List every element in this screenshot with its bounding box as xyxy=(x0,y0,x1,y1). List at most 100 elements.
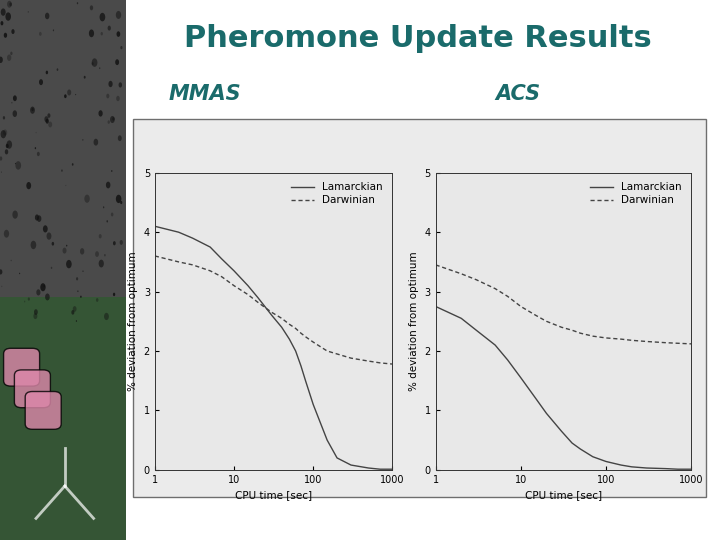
Ellipse shape xyxy=(15,161,21,170)
Line: Darwinian: Darwinian xyxy=(155,256,392,364)
Darwinian xyxy=(503,293,512,300)
Ellipse shape xyxy=(111,170,112,172)
Ellipse shape xyxy=(107,120,110,124)
Ellipse shape xyxy=(64,94,67,98)
Ellipse shape xyxy=(0,57,3,63)
Lamarckian xyxy=(243,282,252,289)
Ellipse shape xyxy=(6,144,9,148)
X-axis label: CPU time [sec]: CPU time [sec] xyxy=(235,490,312,500)
Ellipse shape xyxy=(73,306,76,312)
Ellipse shape xyxy=(80,295,81,298)
Darwinian xyxy=(674,340,683,347)
Ellipse shape xyxy=(57,68,58,71)
Ellipse shape xyxy=(34,309,37,315)
Text: Pheromone Update Results: Pheromone Update Results xyxy=(184,24,652,53)
Ellipse shape xyxy=(4,230,9,238)
Ellipse shape xyxy=(12,29,14,34)
Ellipse shape xyxy=(31,241,36,249)
Ellipse shape xyxy=(12,110,17,117)
Ellipse shape xyxy=(10,52,12,55)
Darwinian xyxy=(588,333,597,339)
Darwinian xyxy=(542,318,551,325)
Ellipse shape xyxy=(11,260,12,261)
Lamarckian xyxy=(188,235,197,241)
Ellipse shape xyxy=(9,2,12,6)
Ellipse shape xyxy=(45,71,48,75)
Ellipse shape xyxy=(120,240,123,245)
Ellipse shape xyxy=(39,79,43,85)
Lamarckian xyxy=(323,437,331,443)
Ellipse shape xyxy=(116,195,122,203)
Lamarckian xyxy=(588,454,597,460)
Lamarckian xyxy=(503,356,512,363)
Ellipse shape xyxy=(83,271,84,272)
Ellipse shape xyxy=(1,9,6,16)
Lamarckian xyxy=(576,446,585,453)
Darwinian xyxy=(206,267,215,274)
Ellipse shape xyxy=(32,107,34,111)
Ellipse shape xyxy=(28,11,29,12)
Darwinian xyxy=(309,339,318,346)
Ellipse shape xyxy=(107,93,109,98)
Darwinian xyxy=(333,351,341,357)
Bar xyxy=(0,297,126,540)
Darwinian xyxy=(516,303,525,309)
Darwinian xyxy=(253,299,262,306)
Ellipse shape xyxy=(117,31,120,37)
Ellipse shape xyxy=(15,163,16,164)
Darwinian xyxy=(627,337,636,343)
Ellipse shape xyxy=(7,1,12,8)
Ellipse shape xyxy=(84,76,86,79)
X-axis label: CPU time [sec]: CPU time [sec] xyxy=(525,490,602,500)
Darwinian xyxy=(687,341,696,347)
Ellipse shape xyxy=(30,106,35,114)
FancyBboxPatch shape xyxy=(4,348,40,386)
Ellipse shape xyxy=(1,130,6,138)
Lamarckian xyxy=(568,440,577,446)
FancyBboxPatch shape xyxy=(14,370,50,408)
Darwinian xyxy=(174,259,183,265)
Ellipse shape xyxy=(24,301,25,302)
Ellipse shape xyxy=(6,12,11,21)
Ellipse shape xyxy=(115,59,119,65)
Ellipse shape xyxy=(1,286,2,287)
Ellipse shape xyxy=(99,234,102,239)
Ellipse shape xyxy=(37,215,41,222)
Ellipse shape xyxy=(104,313,109,320)
Ellipse shape xyxy=(43,225,48,233)
Ellipse shape xyxy=(89,30,94,37)
Ellipse shape xyxy=(13,96,17,101)
Ellipse shape xyxy=(52,242,54,246)
Lamarckian xyxy=(687,466,696,472)
Lamarckian xyxy=(642,465,651,471)
Ellipse shape xyxy=(95,251,99,257)
Lamarckian xyxy=(206,244,215,250)
Ellipse shape xyxy=(36,289,40,295)
Ellipse shape xyxy=(99,68,100,69)
Darwinian xyxy=(243,291,252,298)
Darwinian xyxy=(431,261,440,268)
Darwinian xyxy=(457,271,466,277)
Y-axis label: % deviation from optimum: % deviation from optimum xyxy=(409,252,419,391)
Ellipse shape xyxy=(76,320,77,322)
Ellipse shape xyxy=(4,33,7,38)
Darwinian xyxy=(230,282,238,289)
Ellipse shape xyxy=(82,139,84,141)
Ellipse shape xyxy=(104,254,106,256)
Darwinian xyxy=(150,253,159,259)
Darwinian xyxy=(267,309,276,315)
Lamarckian xyxy=(627,463,636,470)
Ellipse shape xyxy=(91,58,97,67)
Lamarckian xyxy=(376,466,384,472)
Ellipse shape xyxy=(113,293,115,296)
Ellipse shape xyxy=(63,248,66,254)
Ellipse shape xyxy=(112,117,114,121)
Darwinian xyxy=(346,355,355,361)
Ellipse shape xyxy=(113,241,116,245)
Darwinian xyxy=(388,361,397,367)
Darwinian xyxy=(617,336,626,342)
Lamarckian xyxy=(230,267,238,274)
Lamarckian xyxy=(150,223,159,230)
Lamarckian xyxy=(277,324,286,330)
Lamarckian xyxy=(297,363,305,369)
